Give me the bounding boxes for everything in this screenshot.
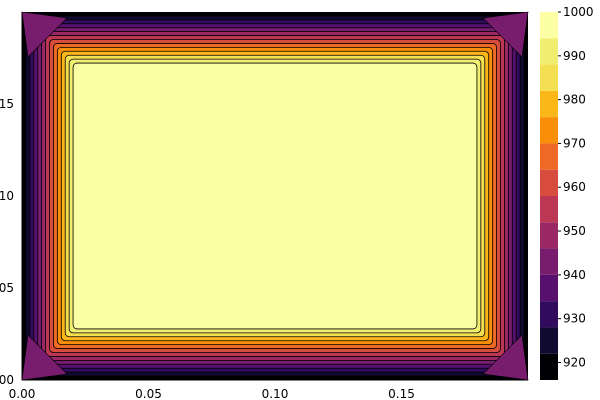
- colorbar-segment: [540, 222, 558, 249]
- contour-line-4: [37, 27, 513, 365]
- y-tick-label: 10: [0, 189, 14, 203]
- colorbar-segment: [540, 327, 558, 354]
- colorbar-tick-label: 950: [563, 224, 586, 238]
- colorbar-segment: [540, 12, 558, 39]
- corner-region-0: [21, 11, 68, 58]
- y-tick-label: 15: [0, 97, 14, 111]
- contour-line-7: [49, 39, 501, 353]
- colorbar-tick-label: 930: [563, 312, 586, 326]
- contour-line-8: [53, 43, 497, 349]
- corner-region-2: [21, 334, 68, 381]
- plot-area: [21, 11, 529, 381]
- corner-region-3: [482, 334, 529, 381]
- colorbar-segment: [540, 353, 558, 380]
- colorbar-tick-label: 940: [563, 268, 586, 282]
- contour-line-2: [29, 19, 521, 373]
- y-tick-label: 00: [0, 373, 14, 387]
- y-tick-label: 05: [0, 281, 14, 295]
- colorbar-segment: [540, 143, 558, 170]
- contour-line-11: [64, 54, 486, 338]
- corner-region-1: [482, 11, 529, 58]
- contour-line-3: [33, 23, 517, 369]
- x-tick-label: 0.00: [9, 387, 36, 400]
- y-axis: 05 10 15 00: [0, 12, 26, 387]
- colorbar-tick-label: 970: [563, 136, 586, 150]
- x-axis: 0.00 0.05 0.10 0.15: [9, 376, 528, 400]
- colorbar-tick-label: 960: [563, 180, 586, 194]
- contour-line-12: [68, 58, 482, 334]
- contour-line-10: [60, 50, 490, 342]
- x-tick-label: 0.15: [388, 387, 415, 400]
- contour-line-9: [56, 46, 494, 346]
- contour-line-13: [72, 62, 478, 330]
- colorbar-tick-label: 980: [563, 93, 586, 107]
- contour-line-5: [41, 31, 509, 361]
- colorbar-segment: [540, 169, 558, 196]
- colorbar-segment: [540, 38, 558, 65]
- colorbar-segment: [540, 117, 558, 144]
- colorbar: 920 930 940 950 960 970 980 990 1000: [540, 5, 594, 380]
- colorbar-tick-label: 990: [563, 49, 586, 63]
- x-tick-label: 0.10: [262, 387, 289, 400]
- colorbar-tick-label: 1000: [563, 5, 594, 19]
- contour-band-13: [73, 63, 477, 329]
- colorbar-segment: [540, 64, 558, 91]
- colorbar-segment: [540, 274, 558, 302]
- colorbar-segment: [540, 301, 558, 328]
- contour-line-6: [45, 35, 505, 357]
- colorbar-segment: [540, 196, 558, 223]
- colorbar-segment: [540, 248, 558, 275]
- colorbar-tick-label: 920: [563, 355, 586, 369]
- colorbar-segment: [540, 90, 558, 118]
- x-tick-label: 0.05: [135, 387, 162, 400]
